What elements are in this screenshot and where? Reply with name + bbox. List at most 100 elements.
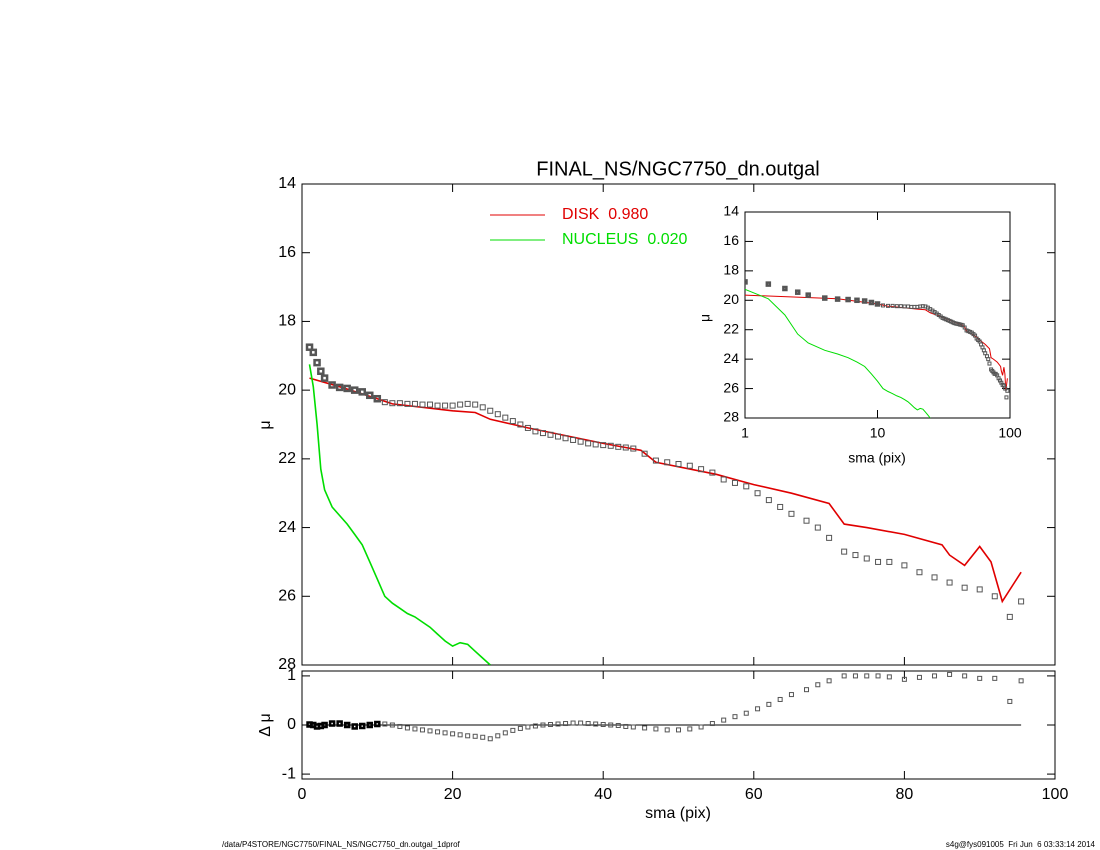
residual-point bbox=[642, 725, 648, 731]
x-axis-label: sma (pix) bbox=[645, 805, 711, 822]
data-point bbox=[852, 552, 859, 559]
data-point bbox=[765, 281, 772, 287]
y-tick-label: 20 bbox=[723, 291, 739, 307]
x-tick-label: 60 bbox=[745, 786, 763, 803]
data-point bbox=[986, 357, 991, 362]
residual-point bbox=[977, 675, 983, 681]
y-tick-label: 24 bbox=[278, 519, 296, 536]
y-tick-label: -1 bbox=[282, 765, 296, 782]
data-point bbox=[886, 558, 893, 565]
data-point bbox=[320, 374, 329, 382]
plot-area bbox=[305, 343, 1025, 665]
data-point bbox=[539, 430, 546, 437]
residual-point bbox=[852, 673, 858, 679]
legend-label: DISK 0.980 bbox=[562, 206, 648, 223]
residual-point bbox=[687, 726, 693, 732]
data-point bbox=[731, 479, 738, 486]
residual-point bbox=[563, 721, 569, 727]
x-tick-label: 100 bbox=[998, 425, 1022, 441]
y-tick-label: 24 bbox=[723, 350, 739, 366]
data-point bbox=[961, 584, 968, 591]
residual-point bbox=[547, 722, 553, 728]
data-point bbox=[861, 298, 868, 304]
data-point bbox=[592, 441, 599, 448]
y-tick-label: 16 bbox=[723, 232, 739, 248]
residual-point bbox=[366, 721, 374, 729]
residual-point bbox=[992, 675, 998, 681]
data-point bbox=[343, 384, 351, 393]
data-point bbox=[803, 517, 810, 524]
data-point bbox=[457, 401, 464, 408]
data-point bbox=[607, 442, 614, 449]
data-point bbox=[1003, 386, 1008, 391]
data-point bbox=[434, 402, 441, 409]
data-point bbox=[305, 343, 314, 351]
data-point bbox=[396, 400, 403, 407]
residual-point bbox=[841, 673, 847, 679]
data-point bbox=[720, 476, 727, 483]
chart-title: FINAL_NS/NGC7750_dn.outgal bbox=[536, 158, 820, 180]
data-point bbox=[373, 394, 382, 403]
residual-point bbox=[743, 710, 749, 716]
residual-point bbox=[901, 676, 907, 682]
data-point bbox=[1018, 598, 1025, 605]
residual-point bbox=[600, 722, 606, 728]
data-point bbox=[987, 361, 992, 366]
residual-point bbox=[389, 722, 395, 728]
data-point bbox=[885, 303, 890, 308]
y-tick-label: 26 bbox=[278, 588, 296, 605]
residual-point bbox=[578, 720, 584, 726]
data-point bbox=[615, 443, 622, 450]
y-tick-label: 18 bbox=[278, 313, 296, 330]
data-point bbox=[317, 367, 325, 375]
residual-point bbox=[457, 732, 463, 738]
residual-point bbox=[777, 696, 783, 702]
y-tick-label: 0 bbox=[287, 716, 296, 733]
residual-point bbox=[698, 724, 704, 730]
residual-point bbox=[321, 721, 328, 729]
data-point bbox=[532, 428, 539, 435]
x-tick-label: 40 bbox=[594, 786, 612, 803]
residual-point bbox=[412, 726, 418, 732]
data-point bbox=[868, 299, 875, 306]
data-point bbox=[487, 407, 494, 414]
x-tick-label: 80 bbox=[896, 786, 914, 803]
model-line bbox=[308, 364, 491, 665]
residual-point bbox=[442, 730, 448, 736]
y-tick-label: 26 bbox=[723, 379, 739, 395]
data-point bbox=[524, 424, 531, 431]
x-tick-label: 1 bbox=[741, 425, 749, 441]
residual-point bbox=[932, 673, 938, 679]
residual-point bbox=[875, 673, 881, 679]
data-point bbox=[686, 462, 693, 469]
x-tick-label: 20 bbox=[444, 786, 462, 803]
data-point bbox=[509, 418, 516, 425]
data-point bbox=[517, 421, 524, 428]
y-tick-label: 18 bbox=[723, 262, 739, 278]
x-tick-label: 10 bbox=[870, 425, 886, 441]
residual-point bbox=[495, 733, 501, 739]
data-point bbox=[652, 457, 659, 464]
data-point bbox=[1006, 613, 1013, 620]
residual-point bbox=[465, 733, 471, 739]
residual-point bbox=[570, 720, 576, 726]
residual-point bbox=[623, 723, 629, 729]
y-tick-label: 22 bbox=[278, 450, 296, 467]
y-axis-label: μ bbox=[257, 420, 274, 429]
x-axis-label: sma (pix) bbox=[848, 450, 906, 466]
footer-left: /data/P4STORE/NGC7750/FINAL_NS/NGC7750_d… bbox=[222, 840, 461, 849]
data-point bbox=[894, 304, 899, 309]
residual-point bbox=[886, 674, 892, 680]
residual-point bbox=[766, 701, 772, 707]
residual-point bbox=[435, 729, 441, 735]
data-point bbox=[777, 503, 784, 510]
residual-point bbox=[427, 728, 433, 734]
data-point bbox=[946, 579, 953, 586]
data-point bbox=[931, 574, 938, 581]
model-line bbox=[745, 294, 1008, 391]
y-tick-label: 14 bbox=[278, 175, 296, 192]
data-point bbox=[805, 292, 811, 298]
data-point bbox=[427, 401, 434, 408]
residual-point bbox=[815, 682, 821, 688]
